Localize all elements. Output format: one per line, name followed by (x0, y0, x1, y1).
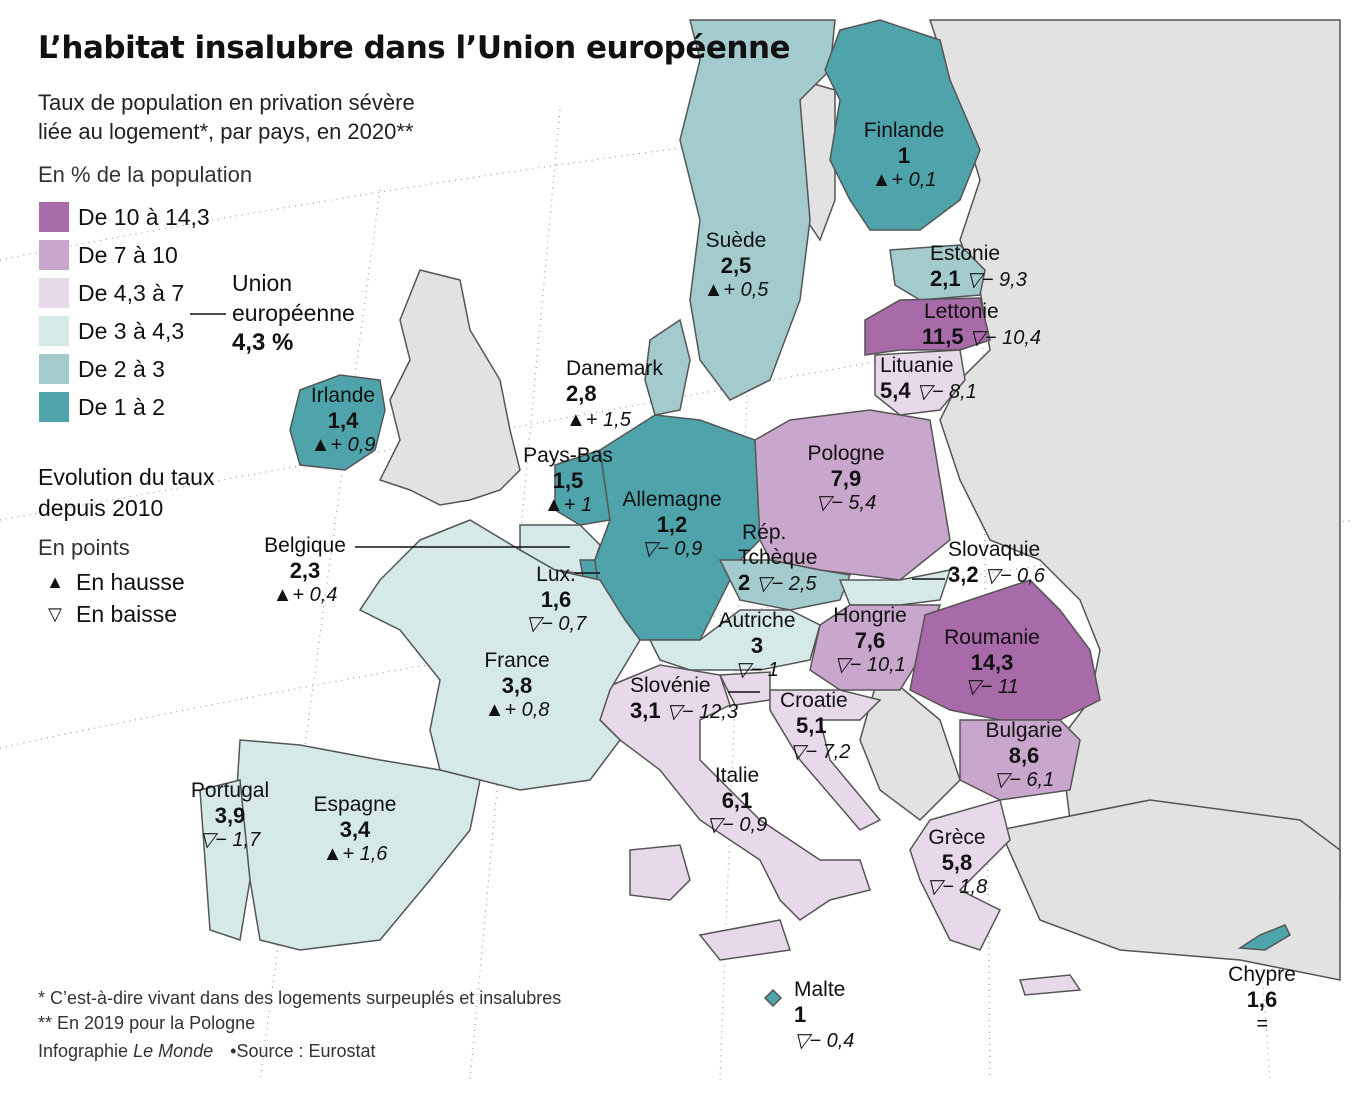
poland-shape (754, 409, 951, 581)
footnote-2: ** En 2019 pour la Pologne (38, 1013, 256, 1033)
subtitle-line-1: Taux de population en privation sévère (38, 90, 415, 115)
label-france: France 3,8 ▲+ 0,8 (484, 649, 550, 721)
label-lux: Lux. 1,6 ▽− 0,7 (525, 563, 587, 635)
label-grece: Grèce 5,8 ▽− 1,8 (926, 826, 988, 898)
sweden-shape (679, 19, 836, 401)
legend-label: De 10 à 14,3 (78, 203, 210, 230)
label-roumanie: Roumanie 14,3 ▽− 11 (944, 626, 1040, 698)
label-hongrie: Hongrie 7,6 ▽− 10,1 (833, 604, 907, 676)
label-autriche: Autriche 3 ▽− 1 (718, 609, 796, 681)
evolution-unit: En points (38, 535, 130, 560)
finland-shape (824, 19, 981, 231)
label-danemark: Danemark 2,8 ▲+ 1,5 (566, 357, 663, 431)
eu-average-value: 4,3 % (232, 329, 294, 356)
legend-item: De 4,3 à 7 (38, 277, 185, 309)
label-slovenie: Slovénie 3,1 ▽− 12,3 (630, 674, 738, 723)
subtitle-line-2: liée au logement*, par pays, en 2020** (38, 119, 414, 144)
label-croatie: Croatie 5,1 ▽− 7,2 (780, 689, 851, 763)
denmark-shape (644, 318, 691, 416)
portugal-shape (199, 779, 251, 941)
triangle-up-icon: ▲ (46, 572, 64, 592)
label-lituanie: Lituanie 5,4 ▽− 8,1 (880, 354, 977, 403)
legend-item: De 10 à 14,3 (38, 201, 210, 233)
malta-shape (763, 988, 783, 1008)
label-portugal: Portugal 3,9 ▽− 1,7 (190, 779, 270, 851)
lithuania-shape (874, 349, 966, 416)
evolution-down-item: ▽ En baisse (44, 601, 177, 628)
legend-swatch (38, 239, 70, 271)
label-rtcheque: Rép. Tchèque 2 ▽− 2,5 (738, 521, 818, 595)
evolution-title: Evolution du taux depuis 2010 (38, 464, 215, 521)
legend-label: De 2 à 3 (78, 355, 165, 382)
credit-line: Infographie Le Monde •Source : Eurostat (38, 1041, 376, 1061)
non-eu-land (378, 19, 1341, 981)
cyprus-shape (1237, 924, 1291, 951)
croatia-shape (769, 689, 882, 831)
label-lettonie: Lettonie 11,5 ▽− 10,4 (922, 300, 1041, 349)
greece-shape (909, 799, 1082, 996)
legend-unit: En % de la population (38, 162, 253, 187)
hungary-shape (809, 604, 942, 691)
label-pologne: Pologne 7,9 ▽− 5,4 (807, 442, 885, 514)
legend-item: De 7 à 10 (38, 239, 178, 271)
legend-swatch (38, 353, 70, 385)
latvia-shape (864, 297, 991, 356)
eu-countries (199, 19, 1291, 1008)
france-shape (358, 519, 641, 791)
source: Source : Eurostat (236, 1041, 376, 1061)
legend-swatch (38, 201, 70, 233)
label-slovaquie: Slovaquie 3,2 ▽− 0,6 (948, 538, 1045, 587)
label-malte: Malte 1 ▽− 0,4 (794, 978, 855, 1052)
map-title: L’habitat insalubre dans l’Union europée… (38, 30, 791, 66)
brand-name: Le Monde (133, 1041, 214, 1061)
label-suede: Suède 2,5 ▲+ 0,5 (703, 229, 769, 301)
label-espagne: Espagne 3,4 ▲+ 1,6 (313, 793, 397, 865)
legend-item: De 1 à 2 (38, 391, 165, 423)
label-chypre: Chypre 1,6 = (1228, 963, 1296, 1035)
label-irlande: Irlande 1,4 ▲+ 0,9 (310, 384, 376, 456)
legend-swatch (38, 315, 70, 347)
label-belgique: Belgique 2,3 ▲+ 0,4 (264, 534, 346, 606)
legend-item: De 2 à 3 (38, 353, 165, 385)
eu-average: Union européenne 4,3 % (232, 270, 355, 356)
label-finlande: Finlande 1 ▲+ 0,1 (863, 119, 945, 191)
label-italie: Italie 6,1 ▽− 0,9 (706, 764, 768, 836)
evolution-up-item: ▲ En hausse (44, 569, 185, 596)
legend-label: De 3 à 4,3 (78, 317, 185, 344)
bullet-icon: • (230, 1041, 237, 1061)
label-allemagne: Allemagne 1,2 ▽− 0,9 (622, 488, 722, 560)
legend-item: De 3 à 4,3 (38, 315, 185, 347)
romania-shape (909, 579, 1101, 721)
footnote-1: * C’est-à-dire vivant dans des logements… (38, 988, 562, 1008)
ireland-shape (289, 374, 386, 471)
legend-label: De 4,3 à 7 (78, 279, 185, 306)
estonia-shape (889, 244, 986, 301)
triangle-down-icon: ▽ (48, 604, 62, 624)
legend-label: De 7 à 10 (78, 241, 178, 268)
bulgaria-shape (959, 719, 1081, 801)
austria-shape (648, 609, 821, 671)
italy-shape (599, 664, 871, 961)
label-paysbas: Pays-Bas 1,5 ▲+ 1 (523, 444, 613, 516)
label-bulgarie: Bulgarie 8,6 ▽− 6,1 (985, 719, 1063, 791)
label-estonie: Estonie 2,1 ▽− 9,3 (930, 242, 1027, 291)
legend-swatch (38, 277, 70, 309)
legend-label: De 1 à 2 (78, 393, 165, 420)
leader-lines (190, 313, 945, 693)
legend-swatch (38, 391, 70, 423)
